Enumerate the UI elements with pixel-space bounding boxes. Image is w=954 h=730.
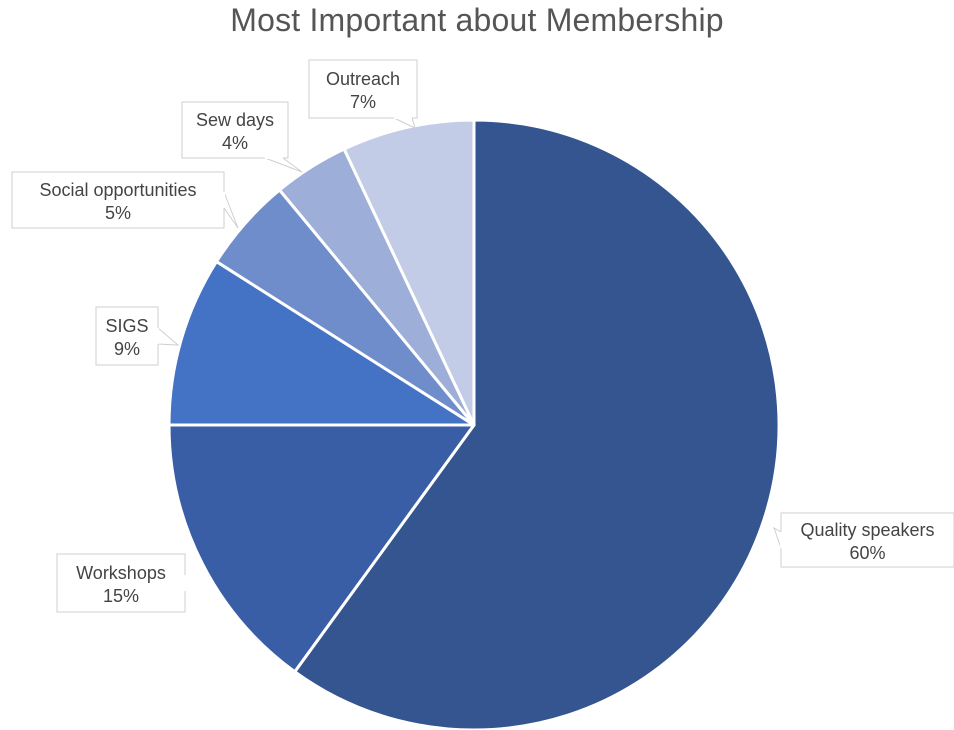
data-label-percent: 4%	[222, 133, 248, 153]
data-label-workshops: Workshops 15%	[56, 553, 186, 613]
data-label-percent: 7%	[350, 92, 376, 112]
pie-slice-sigs	[167, 260, 476, 427]
chart-title: Most Important about Membership	[230, 2, 724, 38]
callout-box	[95, 306, 159, 366]
pie-slice-quality-speakers	[293, 118, 781, 730]
data-label-category: Workshops	[76, 563, 166, 583]
callout-pointer	[264, 157, 303, 173]
data-label-category: Social opportunities	[39, 180, 196, 200]
data-label-percent: 9%	[114, 339, 140, 359]
data-label-category: Outreach	[326, 69, 400, 89]
pie-slice-workshops	[167, 423, 476, 674]
data-label-outreach: Outreach 7%	[308, 59, 418, 129]
data-label-category: Quality speakers	[800, 520, 934, 540]
data-label-percent: 15%	[103, 586, 139, 606]
data-label-category: SIGS	[105, 316, 148, 336]
data-label-percent: 5%	[105, 203, 131, 223]
callout-box	[780, 512, 954, 568]
data-label-sew-days: Sew days 4%	[181, 101, 303, 173]
callout-pointer	[157, 326, 180, 346]
data-label-category: Sew days	[196, 110, 274, 130]
callout-box	[308, 59, 418, 119]
data-label-percent: 60%	[849, 543, 885, 563]
callout-box	[181, 101, 289, 159]
pie-slice-outreach	[342, 118, 476, 427]
callout-pointer	[773, 526, 782, 549]
data-label-sigs: SIGS 9%	[95, 306, 180, 366]
callout-pointer	[223, 191, 239, 229]
data-label-quality-speakers: Quality speakers 60%	[773, 512, 954, 568]
callout-box	[56, 553, 186, 613]
data-label-social-opportunities: Social opportunities 5%	[11, 171, 239, 229]
